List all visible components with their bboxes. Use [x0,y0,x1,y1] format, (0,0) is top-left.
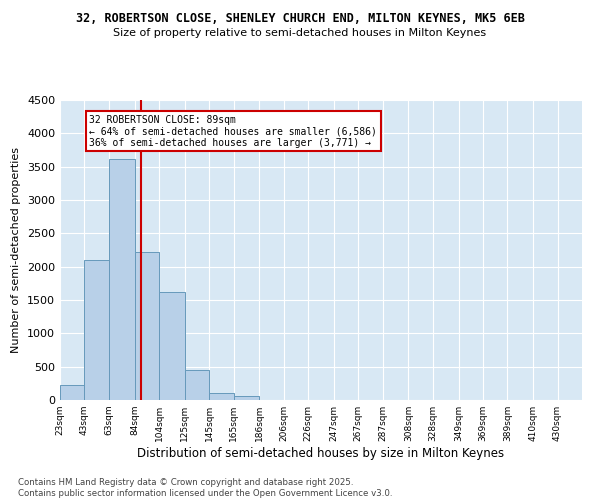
Bar [185,370,209,400]
Text: 32 ROBERTSON CLOSE: 89sqm
← 64% of semi-detached houses are smaller (6,586)
36% : 32 ROBERTSON CLOSE: 89sqm ← 64% of semi-… [89,114,377,148]
Text: Size of property relative to semi-detached houses in Milton Keynes: Size of property relative to semi-detach… [113,28,487,38]
Bar [60,384,85,400]
Bar [109,158,134,400]
Bar [233,396,259,400]
Bar [159,292,185,400]
Text: Contains HM Land Registry data © Crown copyright and database right 2025.
Contai: Contains HM Land Registry data © Crown c… [18,478,392,498]
Bar [85,260,109,400]
Bar [209,394,233,400]
Text: 32, ROBERTSON CLOSE, SHENLEY CHURCH END, MILTON KEYNES, MK5 6EB: 32, ROBERTSON CLOSE, SHENLEY CHURCH END,… [76,12,524,26]
Y-axis label: Number of semi-detached properties: Number of semi-detached properties [11,147,22,353]
Bar [134,252,159,400]
X-axis label: Distribution of semi-detached houses by size in Milton Keynes: Distribution of semi-detached houses by … [137,447,505,460]
